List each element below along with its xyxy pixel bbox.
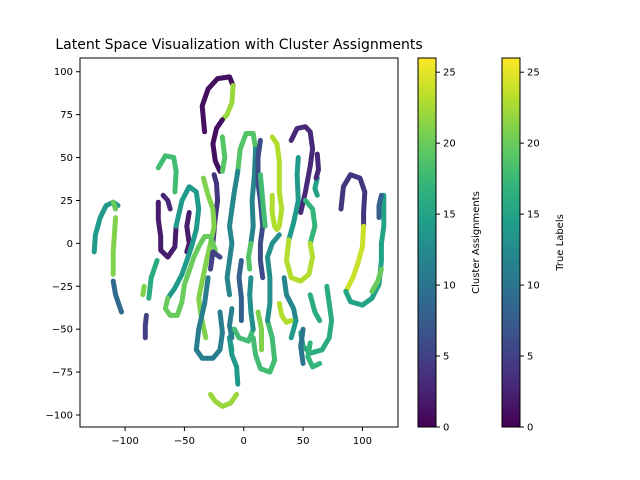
point-cluster-12 — [160, 192, 173, 212]
scatter-layer — [91, 74, 387, 409]
point-cluster-56 — [142, 312, 149, 341]
colorbar-true-frame — [501, 57, 521, 428]
y-tick-label: 50 — [60, 153, 73, 164]
point-cluster-54 — [110, 215, 119, 277]
colorbar-tick-label: 25 — [443, 68, 456, 79]
y-tick-label: −25 — [52, 282, 73, 293]
x-tick-label: 50 — [297, 436, 310, 447]
y-tick-label: 25 — [60, 196, 73, 207]
colorbar-true-labels: 0 5 10 15 20 25 True Labels — [501, 57, 566, 434]
point-cluster-51 — [376, 192, 384, 221]
point-cluster-1 — [219, 83, 236, 123]
point-cluster-43 — [298, 326, 306, 366]
point-cluster-39 — [281, 275, 299, 324]
y-tick-label: −100 — [46, 410, 73, 421]
point-cluster-10 — [155, 153, 179, 195]
point-cluster-14 — [165, 184, 202, 301]
point-cluster-6 — [248, 146, 259, 246]
y-tick-label: −50 — [52, 325, 73, 336]
point-cluster-34 — [286, 155, 301, 243]
point-cluster-47 — [343, 223, 367, 294]
x-tick-label: −100 — [111, 436, 138, 447]
point-cluster-53 — [110, 199, 119, 212]
y-axis: −100 −75 −50 −25 0 25 50 75 100 — [46, 67, 80, 421]
point-cluster-13 — [184, 210, 192, 255]
x-axis: −100 −50 0 50 100 — [111, 427, 372, 447]
colorbar-tick-label: 15 — [443, 210, 456, 221]
point-cluster-55 — [110, 278, 124, 315]
point-cluster-20 — [208, 391, 240, 409]
point-cluster-11 — [155, 199, 179, 260]
point-cluster-50 — [369, 266, 384, 294]
y-tick-label: −75 — [52, 368, 73, 379]
point-cluster-24 — [231, 326, 256, 344]
x-tick-label: 100 — [353, 436, 372, 447]
colorbar-tick-label: 10 — [443, 281, 456, 292]
point-cluster-36 — [313, 151, 321, 181]
colorbar-tick-label: 20 — [443, 139, 456, 150]
y-tick-label: 75 — [60, 110, 73, 121]
point-cluster-29 — [255, 309, 264, 353]
colorbar-cluster-ticks: 0 5 10 15 20 25 — [436, 68, 456, 434]
x-tick-label: −50 — [174, 436, 195, 447]
point-cluster-9 — [196, 175, 217, 341]
point-cluster-48 — [343, 240, 384, 308]
chart-title: Latent Space Visualization with Cluster … — [55, 37, 422, 53]
point-cluster-4 — [235, 131, 259, 174]
colorbar-cluster-frame — [417, 57, 437, 428]
point-cluster-22 — [227, 335, 241, 387]
point-cluster-49 — [378, 192, 387, 246]
y-tick-label: 100 — [54, 67, 73, 78]
point-cluster-7 — [246, 240, 254, 272]
point-cluster-16 — [162, 244, 202, 318]
point-cluster-17 — [196, 234, 218, 253]
point-cluster-42 — [298, 283, 335, 356]
colorbar-true-ticks: 0 5 10 15 20 25 — [520, 68, 540, 434]
colorbar-true-gradient — [502, 58, 520, 427]
point-cluster-2 — [210, 117, 225, 174]
point-cluster-37 — [302, 198, 318, 246]
x-tick-label: 0 — [241, 436, 247, 447]
colorbar-cluster-label: Cluster Assignments — [471, 191, 482, 294]
point-cluster-45 — [307, 292, 323, 324]
point-cluster-27 — [250, 318, 278, 375]
plot-area — [80, 58, 398, 427]
point-cluster-38 — [284, 237, 316, 284]
colorbar-tick-label: 5 — [443, 352, 449, 363]
colorbar-tick-label: 25 — [527, 68, 540, 79]
colorbar-tick-label: 15 — [527, 210, 540, 221]
point-cluster-57 — [140, 283, 147, 298]
point-cluster-35 — [312, 175, 320, 198]
colorbar-tick-label: 5 — [527, 352, 533, 363]
y-tick-label: 0 — [67, 239, 73, 250]
point-cluster-23 — [227, 306, 235, 341]
point-cluster-46 — [338, 172, 368, 229]
point-cluster-26 — [236, 258, 244, 324]
point-cluster-0 — [199, 74, 236, 135]
colorbar-tick-label: 0 — [443, 423, 449, 434]
point-cluster-33 — [288, 124, 316, 215]
point-cluster-5 — [224, 168, 241, 298]
point-cluster-3 — [219, 134, 228, 174]
colorbar-cluster-assignments: 0 5 10 15 20 25 Cluster Assignments — [417, 57, 482, 434]
point-cluster-44 — [305, 340, 323, 370]
plot-frame — [79, 57, 399, 428]
colorbar-tick-label: 20 — [527, 139, 540, 150]
point-cluster-28 — [265, 232, 282, 324]
colorbar-tick-label: 10 — [527, 281, 540, 292]
point-cluster-41 — [288, 318, 299, 341]
point-cluster-32 — [269, 134, 285, 233]
point-cluster-40 — [276, 300, 294, 325]
point-cluster-25 — [247, 275, 256, 332]
point-cluster-15 — [146, 258, 160, 301]
point-cluster-31 — [257, 172, 268, 229]
colorbar-tick-label: 0 — [527, 423, 533, 434]
point-cluster-18 — [193, 275, 225, 361]
point-cluster-19 — [208, 249, 223, 272]
colorbar-cluster-gradient — [418, 58, 436, 427]
colorbar-true-label: True Labels — [555, 214, 566, 272]
